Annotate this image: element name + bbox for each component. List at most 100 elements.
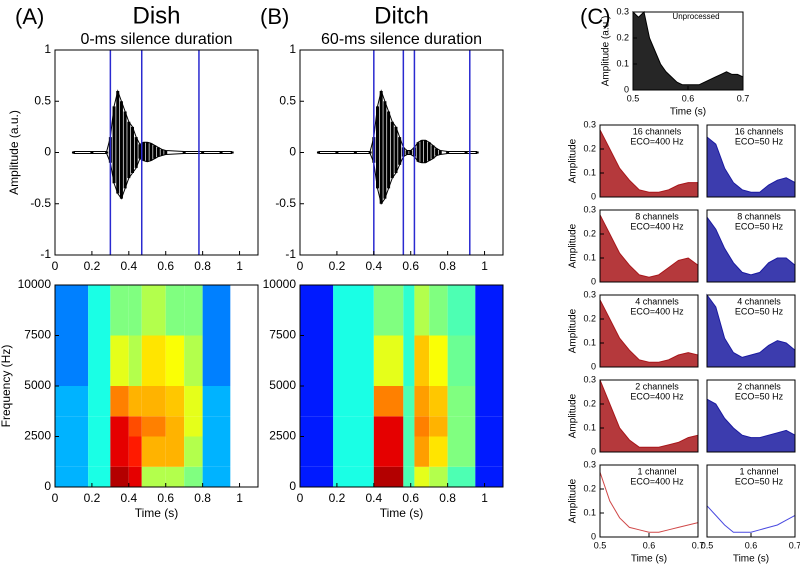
axes-box bbox=[706, 209, 796, 283]
spectrogram-cell bbox=[414, 285, 430, 336]
y-tick-label: 0.2 bbox=[583, 313, 596, 323]
y-tick-label: 0.2 bbox=[616, 32, 629, 42]
y-tick-label: 0 bbox=[289, 145, 296, 159]
spectrogram-cell bbox=[202, 285, 231, 336]
spectrogram-cell bbox=[165, 335, 185, 386]
spectrogram-cell bbox=[373, 436, 404, 467]
x-axis-label: Time (s) bbox=[135, 506, 179, 520]
y-tick-label: 0 bbox=[44, 479, 51, 493]
spectrogram-cell bbox=[88, 335, 111, 386]
spectrogram-cell bbox=[475, 285, 503, 336]
envelope-area bbox=[706, 293, 796, 368]
x-tick-label: 0.6 bbox=[682, 93, 695, 103]
x-tick-label: 0 bbox=[297, 491, 304, 505]
channel-label: 1 channel bbox=[637, 466, 676, 476]
x-tick-label: 0.5 bbox=[594, 540, 607, 550]
y-tick-label: 0.1 bbox=[616, 58, 629, 68]
spectrogram-cell bbox=[403, 466, 415, 487]
y-tick-label: 1 bbox=[289, 42, 296, 56]
x-tick-label: 0.2 bbox=[329, 259, 346, 273]
spectrogram-cell bbox=[403, 335, 415, 386]
y-tick-label: 2500 bbox=[269, 429, 296, 443]
y-axis-label: Amplitude bbox=[568, 223, 579, 268]
x-tick-label: 1 bbox=[481, 259, 488, 273]
y-tick-label: 0 bbox=[591, 531, 596, 541]
spectrogram-cell bbox=[403, 416, 415, 437]
waveform-envelope bbox=[318, 153, 478, 205]
y-tick-label: 0 bbox=[591, 446, 596, 456]
spectrogram-cell bbox=[202, 416, 231, 437]
y-axis-label: Amplitude bbox=[568, 308, 579, 353]
x-tick-label: 0.4 bbox=[365, 491, 382, 505]
spectrogram-cell bbox=[447, 386, 476, 417]
spectrogram-cell bbox=[333, 416, 374, 437]
spectrogram-cell bbox=[475, 416, 503, 437]
eco-label: ECO=50 Hz bbox=[735, 391, 784, 401]
channel-label: 16 channels bbox=[633, 126, 682, 136]
axes-box bbox=[706, 124, 796, 198]
spectrogram-cell bbox=[165, 386, 185, 417]
x-tick-label: 0 bbox=[52, 259, 59, 273]
x-tick-label: 1 bbox=[236, 259, 243, 273]
y-tick-label: 1 bbox=[44, 42, 51, 56]
channel-label: 8 channels bbox=[635, 211, 679, 221]
channel-label: 4 channels bbox=[737, 296, 781, 306]
spectrogram-cell bbox=[128, 416, 142, 437]
spectrogram-cell bbox=[373, 466, 404, 487]
spectrogram-cell bbox=[88, 436, 111, 467]
x-tick-label: 0.5 bbox=[627, 93, 640, 103]
spectrogram-cell bbox=[184, 436, 203, 467]
spectrogram-cell bbox=[333, 466, 374, 487]
spectrogram-cell bbox=[55, 436, 89, 467]
x-tick-label: 0.6 bbox=[402, 259, 419, 273]
y-tick-label: 0.3 bbox=[616, 6, 629, 16]
x-tick-label: 0.6 bbox=[402, 491, 419, 505]
spectrogram-cell bbox=[88, 466, 111, 487]
spectrogram-cell bbox=[184, 285, 203, 336]
envelope-area bbox=[599, 299, 699, 368]
spectrogram-cell bbox=[429, 386, 448, 417]
spectrogram-cell bbox=[475, 386, 503, 417]
spectrogram-cell bbox=[202, 466, 231, 487]
spectrogram-cell bbox=[141, 416, 166, 437]
y-tick-label: -0.5 bbox=[30, 196, 51, 210]
y-tick-label: 0.1 bbox=[583, 507, 596, 517]
envelope-line bbox=[599, 472, 699, 533]
x-tick-label: 0.8 bbox=[194, 259, 211, 273]
spectrogram-cell bbox=[110, 335, 129, 386]
eco-label: ECO=400 Hz bbox=[630, 136, 684, 146]
spectrogram-cell bbox=[128, 386, 142, 417]
spectrogram-cell bbox=[110, 466, 129, 487]
y-axis-label: Amplitude (a.u.) bbox=[7, 110, 21, 195]
spectrogram-cell bbox=[429, 436, 448, 467]
spectrogram-cell bbox=[429, 466, 448, 487]
y-tick-label: 10000 bbox=[18, 277, 52, 291]
axes-box bbox=[54, 49, 259, 256]
spectrogram-cell bbox=[403, 285, 415, 336]
spectrogram-cell bbox=[202, 436, 231, 467]
spectrogram-cell bbox=[373, 285, 404, 336]
x-tick-label: 0 bbox=[52, 491, 59, 505]
spectrogram-cell bbox=[141, 285, 166, 336]
y-tick-label: 0 bbox=[591, 276, 596, 286]
x-axis-label: Time (s) bbox=[733, 554, 769, 565]
x-tick-label: 0.5 bbox=[701, 540, 714, 550]
spectrogram-cell bbox=[141, 436, 166, 467]
spectrogram-cell bbox=[429, 416, 448, 437]
x-tick-label: 0.4 bbox=[365, 259, 382, 273]
x-tick-label: 0.2 bbox=[84, 491, 101, 505]
spectrogram-cell bbox=[475, 436, 503, 467]
y-tick-label: 0.2 bbox=[583, 228, 596, 238]
spectrogram-cell bbox=[88, 386, 111, 417]
y-tick-label: 5000 bbox=[269, 378, 296, 392]
y-tick-label: -0.5 bbox=[275, 196, 296, 210]
waveform-envelope bbox=[73, 89, 233, 152]
y-tick-label: -1 bbox=[285, 247, 296, 261]
eco-label: ECO=50 Hz bbox=[735, 476, 784, 486]
y-tick-label: 0.3 bbox=[583, 289, 596, 299]
chart-title: Ditch bbox=[374, 2, 429, 29]
x-tick-label: 0.8 bbox=[439, 491, 456, 505]
waveform-envelope bbox=[318, 89, 478, 152]
channel-label: 16 channels bbox=[735, 126, 784, 136]
spectrogram-cell bbox=[414, 466, 430, 487]
